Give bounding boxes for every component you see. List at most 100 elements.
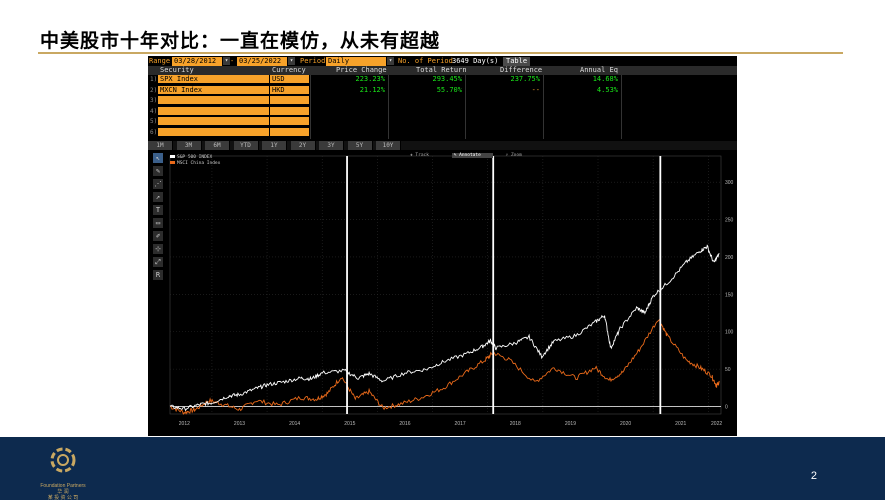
security-cell[interactable] — [158, 106, 269, 116]
range-tab-6m[interactable]: 6M — [205, 141, 230, 150]
security-cell[interactable] — [158, 127, 269, 137]
price-change-cell: 21.12% — [359, 85, 385, 94]
difference-cell: 237.75% — [510, 75, 540, 83]
calendar-end-icon[interactable]: ▾ — [288, 57, 295, 65]
row-number: 2) — [150, 86, 158, 94]
period-dropdown-icon[interactable]: ▾ — [387, 57, 394, 65]
start-date-input[interactable]: 03/28/2012 — [172, 56, 222, 66]
x-tick-label: 2015 — [344, 421, 355, 427]
cursor-icon[interactable]: ↖ — [153, 153, 163, 163]
x-tick-label: 2017 — [455, 421, 466, 427]
range-tab-ytd[interactable]: YTD — [233, 141, 259, 150]
table-row[interactable]: 3) — [148, 96, 737, 105]
security-cell[interactable] — [158, 117, 269, 126]
currency-cell[interactable]: USD — [270, 75, 309, 84]
x-tick-label: 2012 — [179, 421, 190, 427]
shape-icon[interactable]: ▭ — [153, 218, 163, 228]
row-number: 5) — [150, 118, 158, 125]
col-annual-eq: Annual Eq — [580, 66, 618, 74]
col-difference: Difference — [500, 66, 543, 74]
table-button[interactable]: Table — [503, 56, 531, 66]
range-tab-3m[interactable]: 3M — [176, 141, 202, 150]
chart-toolbar: ✚ Track ✎ Annotate ⌕ Zoom — [410, 153, 542, 158]
security-cell[interactable]: MXCN Index — [158, 85, 269, 95]
price-change-cell: 223.23% — [355, 75, 385, 83]
currency-cell[interactable]: HKD — [270, 85, 309, 95]
x-tick-label: 2013 — [234, 421, 245, 427]
row-number: 1) — [150, 76, 158, 83]
plot-area — [169, 155, 722, 415]
x-tick-label: 2019 — [565, 421, 576, 427]
total-return-cell: 55.70% — [436, 85, 462, 94]
track-button[interactable]: ✚ Track — [410, 153, 429, 158]
annual-eq-cell: 4.53% — [596, 85, 618, 94]
terminal-window: Range 03/28/2012 ▾ - 03/25/2022 ▾ Period… — [148, 56, 737, 436]
total-return-cell: 293.45% — [432, 75, 462, 83]
y-tick-label: 50 — [725, 367, 731, 373]
logo-text: Foundation Partners 华 润 某 投 资 公 司 — [40, 483, 86, 501]
currency-cell[interactable] — [270, 96, 309, 105]
col-price-change: Price Change — [336, 66, 387, 74]
range-tab-2y[interactable]: 2Y — [290, 141, 316, 150]
range-tab-5y[interactable]: 5Y — [347, 141, 373, 150]
range-tab-1y[interactable]: 1Y — [262, 141, 287, 150]
measure-icon[interactable]: ⊹ — [153, 244, 163, 254]
trend-icon[interactable]: ⤢ — [153, 257, 163, 267]
y-tick-label: 100 — [725, 330, 734, 336]
x-tick-label: 2022 — [711, 421, 722, 427]
title-rule — [38, 52, 843, 54]
currency-cell[interactable] — [270, 127, 309, 137]
x-tick-label: 2020 — [620, 421, 631, 427]
period-select[interactable]: Daily — [326, 56, 386, 66]
y-tick-label: 0 — [725, 405, 728, 411]
range-bar: Range 03/28/2012 ▾ - 03/25/2022 ▾ Period… — [148, 56, 737, 66]
table-row[interactable]: 4) — [148, 106, 737, 116]
table-header: Security Currency Price Change Total Ret… — [148, 66, 737, 75]
calendar-start-icon[interactable]: ▾ — [223, 57, 230, 65]
period-label: Period — [300, 57, 326, 65]
security-cell[interactable] — [158, 96, 269, 105]
legend-mxcn: MSCI China Index — [170, 160, 220, 167]
col-total-return: Total Return — [416, 66, 467, 74]
currency-cell[interactable] — [270, 106, 309, 116]
end-date-input[interactable]: 03/25/2022 — [237, 56, 287, 66]
page-number: 2 — [810, 470, 817, 482]
row-number: 3) — [150, 97, 158, 104]
footer-band — [0, 437, 885, 500]
row-number: 6) — [150, 128, 158, 136]
text-icon[interactable]: T — [153, 205, 163, 215]
zoom-button[interactable]: ⌕ Zoom — [505, 153, 522, 158]
annotate-button[interactable]: ✎ Annotate — [451, 153, 493, 158]
x-tick-label: 2018 — [510, 421, 521, 427]
pencil-icon[interactable]: ✎ — [153, 166, 163, 176]
range-tab-3y[interactable]: 3Y — [319, 141, 344, 150]
periods-label: No. of Period — [398, 57, 453, 65]
r-icon[interactable]: R — [153, 270, 163, 280]
line-icon[interactable]: ⋰ — [153, 179, 163, 189]
arrow-icon[interactable]: ↗ — [153, 192, 163, 202]
currency-cell[interactable] — [270, 117, 309, 126]
series-line-spx — [169, 244, 720, 412]
row-number: 4) — [150, 107, 158, 115]
table-row[interactable]: 6) — [148, 127, 737, 137]
range-tab-10y[interactable]: 10Y — [376, 141, 401, 150]
y-tick-label: 250 — [725, 218, 734, 224]
y-tick-label: 200 — [725, 255, 734, 261]
table-row[interactable]: 5) — [148, 117, 737, 126]
x-tick-label: 2014 — [289, 421, 300, 427]
x-tick-label: 2021 — [675, 421, 686, 427]
table-row[interactable]: 2) MXCN Index HKD 21.12% 55.70% -- 4.53% — [148, 85, 737, 95]
price-chart[interactable]: 2012 2013 2014 2015 2016 2017 2018 2019 2020 2021… — [148, 150, 737, 436]
brush-icon[interactable]: ✐ — [153, 231, 163, 241]
range-tab-1m[interactable]: 1M — [148, 141, 173, 150]
range-tabs: 1M 3M 6M YTD 1Y 2Y 3Y 5Y 10Y — [148, 141, 737, 150]
difference-cell: -- — [531, 85, 540, 94]
x-tick-label: 2016 — [399, 421, 410, 427]
security-cell[interactable]: SPX Index — [158, 75, 269, 84]
y-tick-label: 300 — [725, 180, 734, 186]
chart-legend: S&P 500 INDEX MSCI China Index — [170, 155, 220, 166]
y-tick-label: 150 — [725, 292, 734, 298]
table-row[interactable]: 1) SPX Index USD 223.23% 293.45% 237.75% 14.68… — [148, 75, 737, 84]
annual-eq-cell: 14.68% — [592, 75, 618, 83]
periods-value: 3649 Day(s) — [452, 57, 499, 65]
